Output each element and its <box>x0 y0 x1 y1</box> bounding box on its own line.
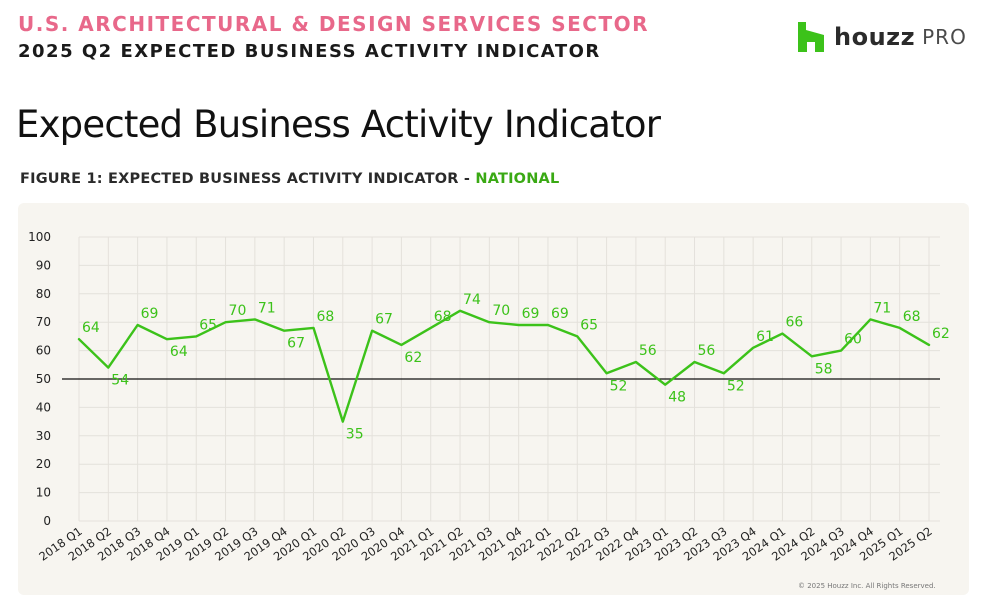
data-label: 54 <box>111 373 129 389</box>
data-label: 65 <box>199 317 217 333</box>
copyright-text: © 2025 Houzz Inc. All Rights Reserved. <box>798 582 936 590</box>
data-label: 69 <box>141 306 159 322</box>
data-label: 60 <box>844 332 862 348</box>
data-label: 61 <box>756 329 774 345</box>
houzz-house-icon <box>798 22 824 52</box>
data-label: 71 <box>873 300 891 316</box>
data-label: 67 <box>287 336 305 352</box>
data-label: 67 <box>375 312 393 328</box>
data-label: 52 <box>610 378 628 394</box>
data-label: 62 <box>932 326 950 342</box>
y-tick-label: 100 <box>28 230 51 244</box>
y-tick-label: 40 <box>36 400 51 414</box>
y-tick-label: 70 <box>36 315 51 329</box>
data-label: 35 <box>346 427 364 443</box>
y-tick-label: 30 <box>36 429 51 443</box>
report-title: 2025 Q2 EXPECTED BUSINESS ACTIVITY INDIC… <box>18 41 601 62</box>
data-label: 65 <box>580 317 598 333</box>
data-label: 74 <box>463 292 481 308</box>
y-tick-label: 0 <box>43 514 51 528</box>
chart-panel: 0 10 20 30 40 50 60 70 80 90 100 2018 Q1 2018 Q2 2018… <box>18 203 969 595</box>
data-label: 52 <box>727 378 745 394</box>
figure-caption-region: NATIONAL <box>475 171 560 187</box>
data-label: 68 <box>316 309 334 325</box>
data-label: 58 <box>815 361 833 377</box>
data-label: 62 <box>404 350 422 366</box>
figure-caption: FIGURE 1: EXPECTED BUSINESS ACTIVITY IND… <box>20 171 559 187</box>
y-tick-label: 50 <box>36 372 51 386</box>
data-label: 68 <box>434 309 452 325</box>
data-label: 70 <box>229 303 247 319</box>
houzz-pro-logo[interactable]: houzz PRO <box>798 20 967 54</box>
logo-wordmark: houzz <box>834 23 916 51</box>
y-tick-label: 20 <box>36 457 51 471</box>
y-tick-label: 90 <box>36 258 51 272</box>
data-label: 48 <box>668 390 686 406</box>
sector-title: U.S. ARCHITECTURAL & DESIGN SERVICES SEC… <box>18 12 650 36</box>
page-title: Expected Business Activity Indicator <box>16 103 661 146</box>
y-tick-label: 80 <box>36 287 51 301</box>
data-label: 56 <box>639 343 657 359</box>
data-label: 70 <box>492 303 510 319</box>
y-tick-label: 10 <box>36 486 51 500</box>
data-label: 64 <box>82 320 100 336</box>
data-label-layer: 64 54 69 64 65 70 71 67 68 35 67 62 68 74 70 69 69 65 52 56… <box>82 292 950 443</box>
series-line-national <box>77 309 931 423</box>
data-label: 71 <box>258 300 276 316</box>
data-label: 66 <box>785 315 803 331</box>
logo-pro-label: PRO <box>922 25 967 49</box>
series-layer <box>77 309 931 423</box>
data-label: 68 <box>903 309 921 325</box>
figure-caption-prefix: FIGURE 1: EXPECTED BUSINESS ACTIVITY IND… <box>20 171 476 187</box>
data-label: 64 <box>170 344 188 360</box>
data-label: 69 <box>551 306 569 322</box>
y-tick-label: 60 <box>36 344 51 358</box>
data-label: 69 <box>522 306 540 322</box>
data-label: 56 <box>698 343 716 359</box>
